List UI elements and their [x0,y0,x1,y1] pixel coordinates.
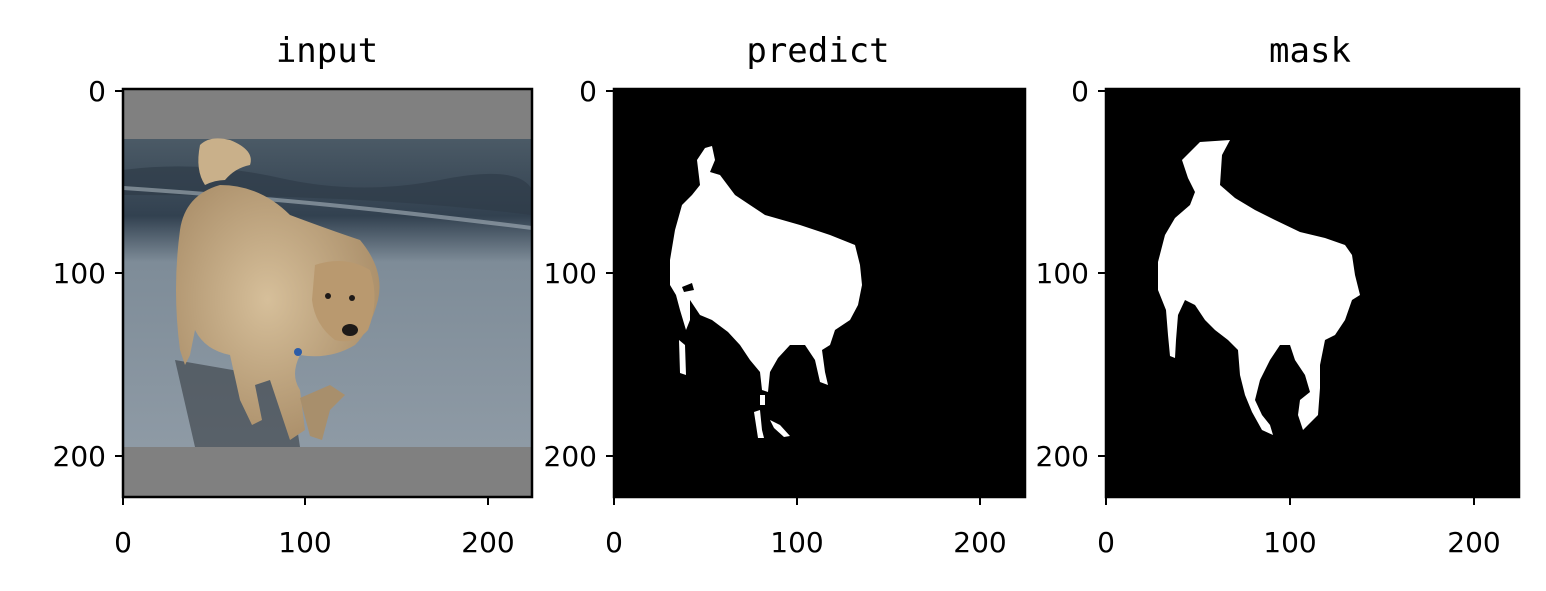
x-axis: 0 100 200 [605,497,1007,559]
x-tick-label: 100 [278,526,331,559]
y-tick-label: 200 [544,440,597,473]
y-tick-label: 0 [88,75,106,108]
y-axis: 0 100 200 [1036,75,1106,473]
x-tick-label: 200 [1447,526,1500,559]
y-tick-label: 100 [1036,257,1089,290]
x-tick-label: 0 [1097,526,1115,559]
axes-frame [121,87,534,499]
y-tick-label: 200 [53,440,106,473]
x-tick-label: 100 [770,526,823,559]
predicted-mask [670,146,862,438]
y-tick-label: 200 [1036,440,1089,473]
subplot-input: input [53,31,534,559]
y-tick-label: 0 [579,75,597,108]
y-tick-label: 100 [544,257,597,290]
x-axis: 0 100 200 [1097,497,1501,559]
y-tick-label: 100 [53,257,106,290]
x-tick-label: 200 [461,526,514,559]
subplot-title: mask [1269,31,1351,71]
x-axis: 0 100 200 [114,497,515,559]
subplot-predict: predict 0 100 200 0 100 200 [544,31,1027,559]
subplot-title: predict [746,31,889,71]
x-tick-label: 200 [953,526,1006,559]
x-tick-label: 100 [1263,526,1316,559]
subplot-mask: mask 0 100 200 0 100 200 [1036,31,1521,559]
y-axis: 0 100 200 [544,75,614,473]
input-image [123,89,532,497]
ground-truth-mask [1158,140,1360,435]
axes-frame [612,87,1027,499]
y-tick-label: 0 [1071,75,1089,108]
axes-frame [1104,87,1521,499]
dog-figure [176,138,380,440]
y-axis: 0 100 200 [53,75,123,473]
x-tick-label: 0 [605,526,623,559]
subplot-title: input [276,31,378,71]
x-tick-label: 0 [114,526,132,559]
